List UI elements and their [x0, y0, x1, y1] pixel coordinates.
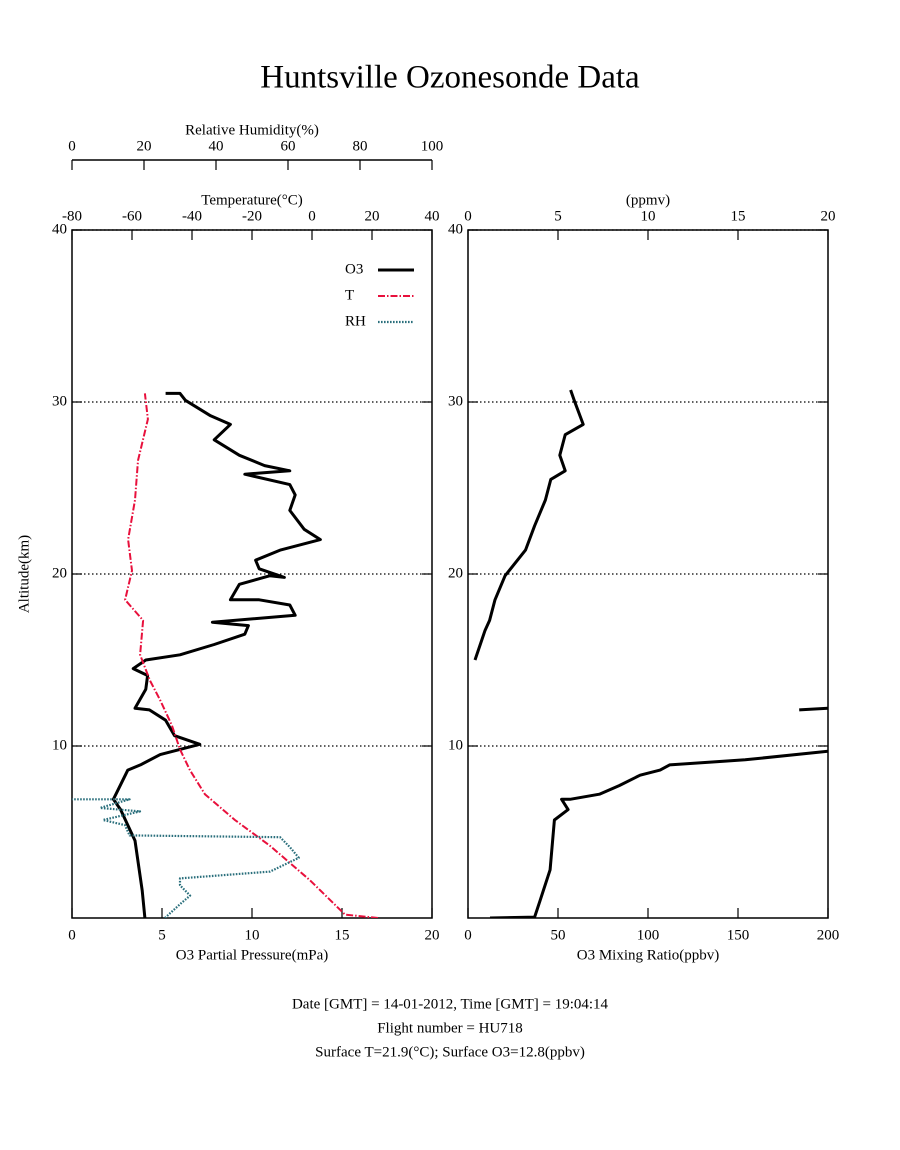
- footer-line: Surface T=21.9(°C); Surface O3=12.8(ppbv…: [315, 1044, 585, 1060]
- y-tick-label: 20: [52, 565, 67, 581]
- x2-tick-label: -60: [122, 208, 142, 224]
- footer-line: Flight number = HU718: [377, 1020, 523, 1036]
- x-tick-label: 150: [727, 927, 750, 943]
- x-axis-label: O3 Partial Pressure(mPa): [176, 947, 328, 963]
- x2-tick-label: 10: [641, 208, 656, 224]
- x-tick-label: 200: [817, 927, 840, 943]
- series-group: [473, 389, 828, 918]
- x-tick-label: 20: [425, 927, 440, 943]
- x2-tick-label: -40: [182, 208, 202, 224]
- legend-label: T: [345, 287, 354, 303]
- x3-tick-label: 100: [421, 138, 444, 154]
- x2-tick-label: 15: [731, 208, 746, 224]
- x2-tick-label: 40: [425, 208, 440, 224]
- x3-tick-label: 0: [68, 138, 76, 154]
- x3-axis-label: Relative Humidity(%): [185, 122, 319, 138]
- y-tick-label: 40: [52, 221, 67, 237]
- title: Huntsville Ozonesonde Data: [260, 60, 640, 96]
- x-tick-label: 10: [245, 927, 260, 943]
- x3-tick-label: 40: [209, 138, 224, 154]
- legend-label: O3: [345, 261, 363, 277]
- x2-tick-label: 20: [365, 208, 380, 224]
- x2-axis-label: Temperature(°C): [201, 192, 303, 208]
- x2-tick-label: -20: [242, 208, 262, 224]
- y-tick-label: 20: [448, 565, 463, 581]
- x2-tick-label: 20: [821, 208, 836, 224]
- series-group: [72, 391, 379, 918]
- x-tick-label: 15: [335, 927, 350, 943]
- x2-axis-label: (ppmv): [626, 192, 670, 208]
- y-tick-label: 40: [448, 221, 463, 237]
- x2-tick-label: 5: [554, 208, 562, 224]
- series-line: [124, 393, 379, 918]
- x-tick-label: 50: [551, 927, 566, 943]
- x-tick-label: 0: [464, 927, 472, 943]
- x-tick-label: 100: [637, 927, 660, 943]
- footer-line: Date [GMT] = 14-01-2012, Time [GMT] = 19…: [292, 996, 609, 1012]
- x-tick-label: 5: [158, 927, 166, 943]
- x2-tick-label: 0: [464, 208, 472, 224]
- x3-tick-label: 60: [281, 138, 296, 154]
- y-tick-label: 30: [52, 393, 67, 409]
- series-line: [489, 706, 828, 918]
- series-line: [111, 391, 322, 918]
- y-tick-label: 10: [448, 737, 463, 753]
- y-tick-label: 30: [448, 393, 463, 409]
- x3-tick-label: 80: [353, 138, 368, 154]
- series-line: [473, 389, 585, 661]
- x3-tick-label: 20: [137, 138, 152, 154]
- x-axis-label: O3 Mixing Ratio(ppbv): [577, 947, 720, 963]
- y-axis-label: Altitude(km): [16, 535, 32, 613]
- legend-label: RH: [345, 313, 366, 329]
- y-tick-label: 10: [52, 737, 67, 753]
- series-line: [72, 798, 300, 918]
- x2-tick-label: 0: [308, 208, 316, 224]
- x-tick-label: 0: [68, 927, 76, 943]
- x2-tick-label: -80: [62, 208, 82, 224]
